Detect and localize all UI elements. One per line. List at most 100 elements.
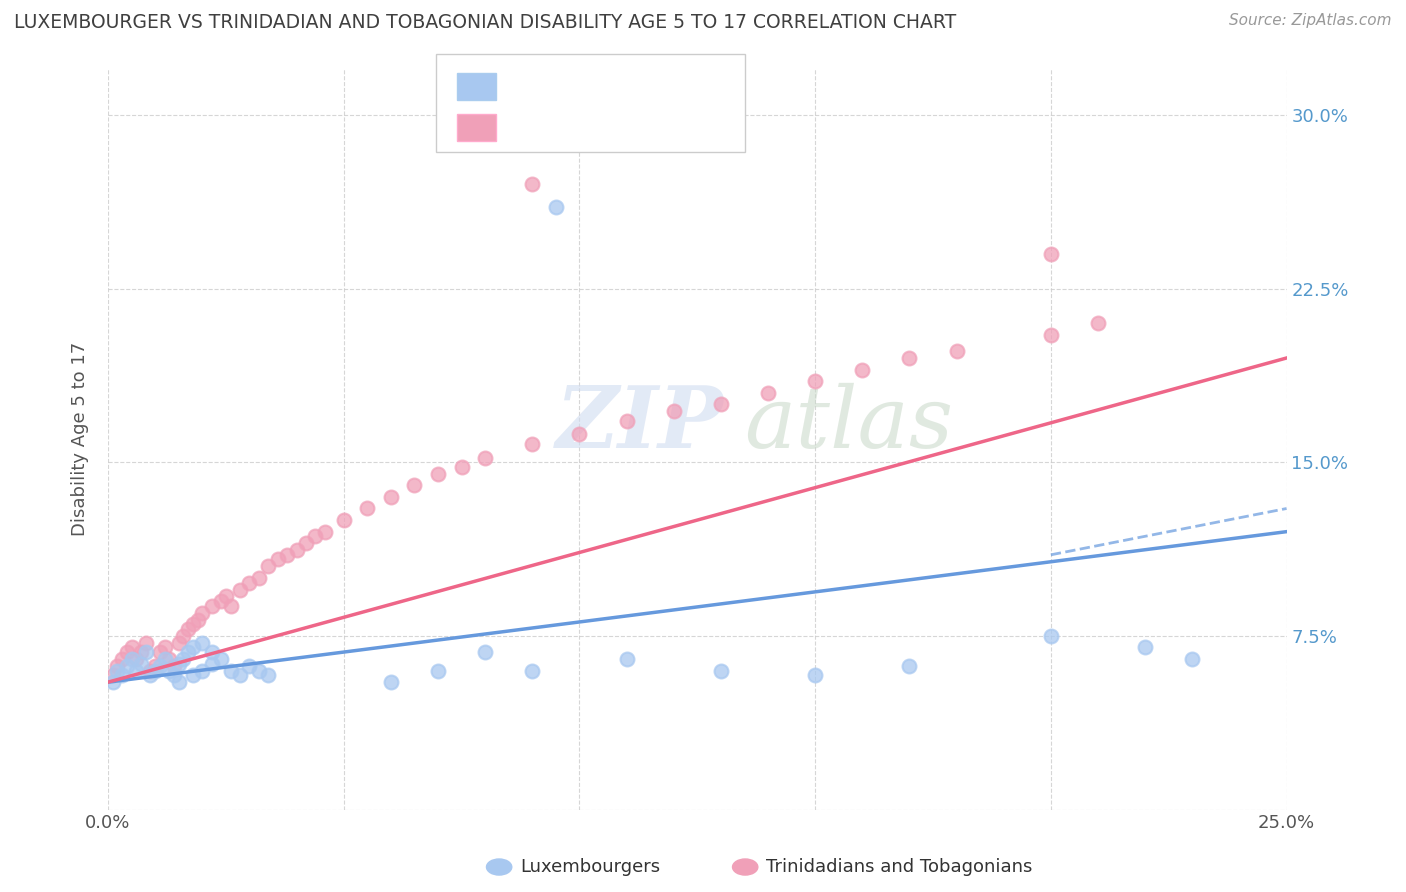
Point [153, 652, 176, 666]
Point [276, 548, 298, 562]
Point [191, 606, 214, 620]
Point [427, 467, 450, 481]
Point [219, 664, 242, 678]
Point [332, 513, 354, 527]
Point [111, 668, 134, 682]
Y-axis label: Disability Age 5 to 17: Disability Age 5 to 17 [72, 342, 89, 536]
Text: R =: R = [508, 119, 547, 136]
Point [616, 652, 638, 666]
Point [121, 652, 143, 666]
Point [125, 652, 148, 666]
Point [404, 478, 426, 492]
Point [544, 201, 567, 215]
Point [167, 657, 190, 671]
Point [247, 664, 270, 678]
Point [163, 668, 186, 682]
Point [710, 664, 733, 678]
Point [1039, 629, 1062, 643]
Point [139, 668, 162, 682]
Point [1087, 316, 1109, 330]
Point [157, 664, 180, 678]
Point [167, 636, 190, 650]
Point [1133, 640, 1156, 655]
Point [662, 404, 685, 418]
Text: Luxembourgers: Luxembourgers [520, 858, 661, 876]
Point [135, 636, 157, 650]
Point [304, 529, 326, 543]
Point [125, 664, 148, 678]
Point [285, 543, 308, 558]
Point [149, 645, 172, 659]
Text: ZIP: ZIP [555, 383, 724, 466]
Point [129, 645, 152, 659]
Point [177, 645, 200, 659]
Text: R =: R = [508, 78, 547, 95]
Point [804, 374, 827, 388]
Point [1039, 247, 1062, 261]
Point [172, 652, 194, 666]
Point [474, 450, 496, 465]
Text: LUXEMBOURGER VS TRINIDADIAN AND TOBAGONIAN DISABILITY AGE 5 TO 17 CORRELATION CH: LUXEMBOURGER VS TRINIDADIAN AND TOBAGONI… [14, 13, 956, 32]
Point [380, 490, 402, 504]
Text: 0.184: 0.184 [538, 78, 596, 95]
Point [238, 659, 260, 673]
Point [804, 668, 827, 682]
Point [356, 501, 378, 516]
Point [135, 645, 157, 659]
Point [201, 599, 224, 613]
Point [101, 675, 124, 690]
Point [201, 645, 224, 659]
Point [201, 657, 224, 671]
Point [427, 664, 450, 678]
Point [177, 622, 200, 636]
Point [229, 582, 252, 597]
Text: Trinidadians and Tobagonians: Trinidadians and Tobagonians [766, 858, 1032, 876]
Point [107, 664, 129, 678]
Point [1039, 327, 1062, 342]
Point [238, 575, 260, 590]
Point [157, 652, 180, 666]
Point [115, 659, 138, 673]
Point [121, 640, 143, 655]
Text: N =: N = [603, 78, 643, 95]
Point [115, 645, 138, 659]
Text: N =: N = [603, 119, 643, 136]
Point [129, 657, 152, 671]
Point [163, 659, 186, 673]
Point [522, 178, 544, 192]
Point [153, 640, 176, 655]
Point [898, 351, 921, 365]
Point [522, 436, 544, 450]
Point [181, 668, 204, 682]
Point [616, 413, 638, 427]
Point [107, 659, 129, 673]
Point [191, 664, 214, 678]
Point [247, 571, 270, 585]
Point [851, 362, 873, 376]
Point [945, 344, 967, 359]
Point [295, 536, 318, 550]
Point [172, 629, 194, 643]
Point [898, 659, 921, 673]
Point [257, 668, 280, 682]
Point [149, 659, 172, 673]
Point [450, 459, 472, 474]
Point [143, 664, 166, 678]
Point [229, 668, 252, 682]
Point [756, 385, 779, 400]
Point [181, 640, 204, 655]
Point [267, 552, 290, 566]
Point [209, 652, 232, 666]
Point [1181, 652, 1204, 666]
Point [219, 599, 242, 613]
Point [257, 559, 280, 574]
Point [181, 617, 204, 632]
Text: atlas: atlas [744, 383, 953, 466]
Point [167, 675, 190, 690]
Point [187, 613, 209, 627]
Point [314, 524, 336, 539]
Point [474, 645, 496, 659]
Text: 0.414: 0.414 [538, 119, 595, 136]
Point [101, 668, 124, 682]
Point [191, 636, 214, 650]
